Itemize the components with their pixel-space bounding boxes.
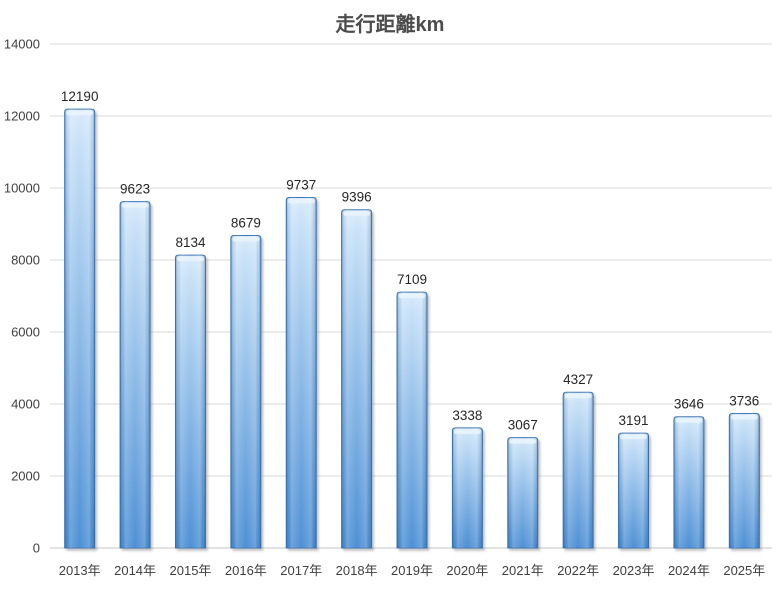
x-axis-label: 2016年 [225,563,267,578]
value-label: 9737 [286,177,316,192]
value-label: 9396 [342,190,372,205]
bar-2015年 [174,254,206,549]
y-axis-label: 6000 [11,325,40,340]
x-axis-label: 2022年 [557,563,599,578]
value-label: 8134 [175,235,206,250]
value-label: 3338 [452,408,482,423]
bar-2018年 [341,209,373,549]
y-axis-label: 12000 [4,109,40,124]
value-label: 3646 [674,397,704,412]
bar-2023年 [618,432,650,549]
value-label: 12190 [61,89,99,104]
y-axis-label: 4000 [11,397,40,412]
x-axis-label: 2024年 [668,563,710,578]
x-axis-label: 2023年 [613,563,655,578]
bar-2025年 [728,413,760,549]
bar-2013年 [64,108,96,549]
y-axis-label: 0 [33,541,40,556]
y-axis-label: 10000 [4,181,40,196]
x-axis-label: 2014年 [114,563,156,578]
chart-title: 走行距離km [336,12,445,36]
y-axis-label: 8000 [11,253,40,268]
bar-2024年 [673,416,705,549]
value-label: 3191 [619,413,649,428]
value-label: 4327 [563,372,593,387]
x-axis-label: 2013年 [59,563,101,578]
bar-2019年 [396,291,428,549]
x-axis-label: 2020年 [446,563,488,578]
value-label: 3736 [729,394,759,409]
y-axis-label: 2000 [11,469,40,484]
value-label: 7109 [397,272,427,287]
value-label: 3067 [508,418,538,433]
value-label: 9623 [120,182,150,197]
bar-2021年 [507,437,539,549]
bar-2014年 [119,201,151,549]
x-axis-label: 2019年 [391,563,433,578]
bar-2017年 [285,196,317,549]
x-axis-label: 2021年 [502,563,544,578]
bar-2020年 [451,427,483,549]
bar-2022年 [562,391,594,549]
x-axis-label: 2018年 [336,563,378,578]
y-axis-label: 14000 [4,37,40,52]
value-label: 8679 [231,216,261,231]
bar-2016年 [230,235,262,549]
x-axis-label: 2015年 [170,563,212,578]
x-axis-label: 2025年 [723,563,765,578]
x-axis-label: 2017年 [280,563,322,578]
